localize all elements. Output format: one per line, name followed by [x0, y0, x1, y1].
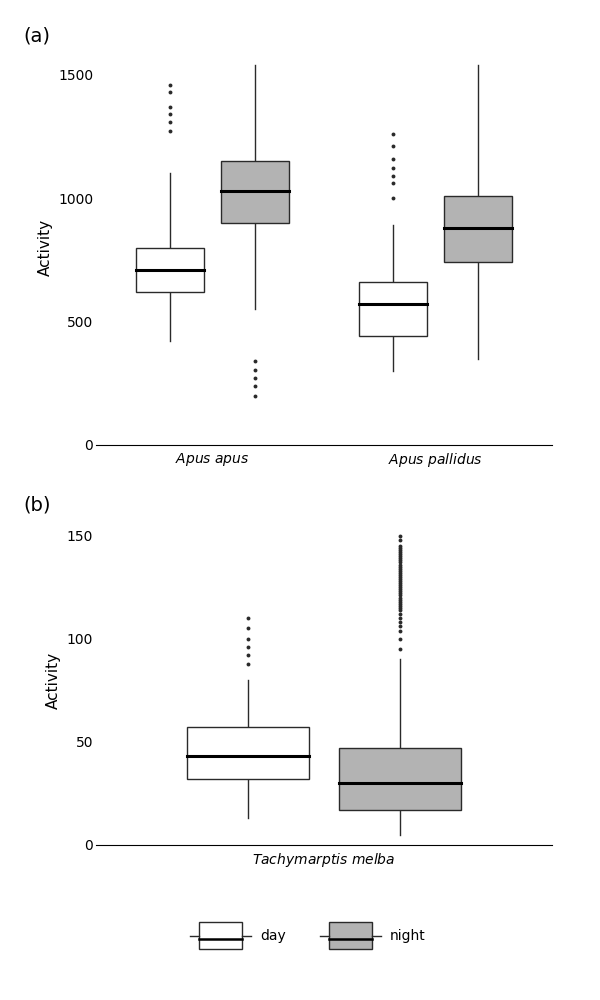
Y-axis label: Activity: Activity [38, 219, 53, 276]
Text: (a): (a) [23, 26, 50, 45]
Bar [329, 922, 372, 949]
Bar [221, 161, 289, 223]
Text: day: day [260, 929, 286, 943]
Bar [339, 748, 461, 810]
Bar [359, 282, 427, 336]
Bar [444, 196, 512, 262]
Y-axis label: Activity: Activity [46, 651, 61, 709]
Text: night: night [390, 929, 426, 943]
Bar [136, 247, 204, 292]
Bar [187, 727, 309, 779]
Bar [199, 922, 242, 949]
Text: (b): (b) [23, 495, 50, 514]
